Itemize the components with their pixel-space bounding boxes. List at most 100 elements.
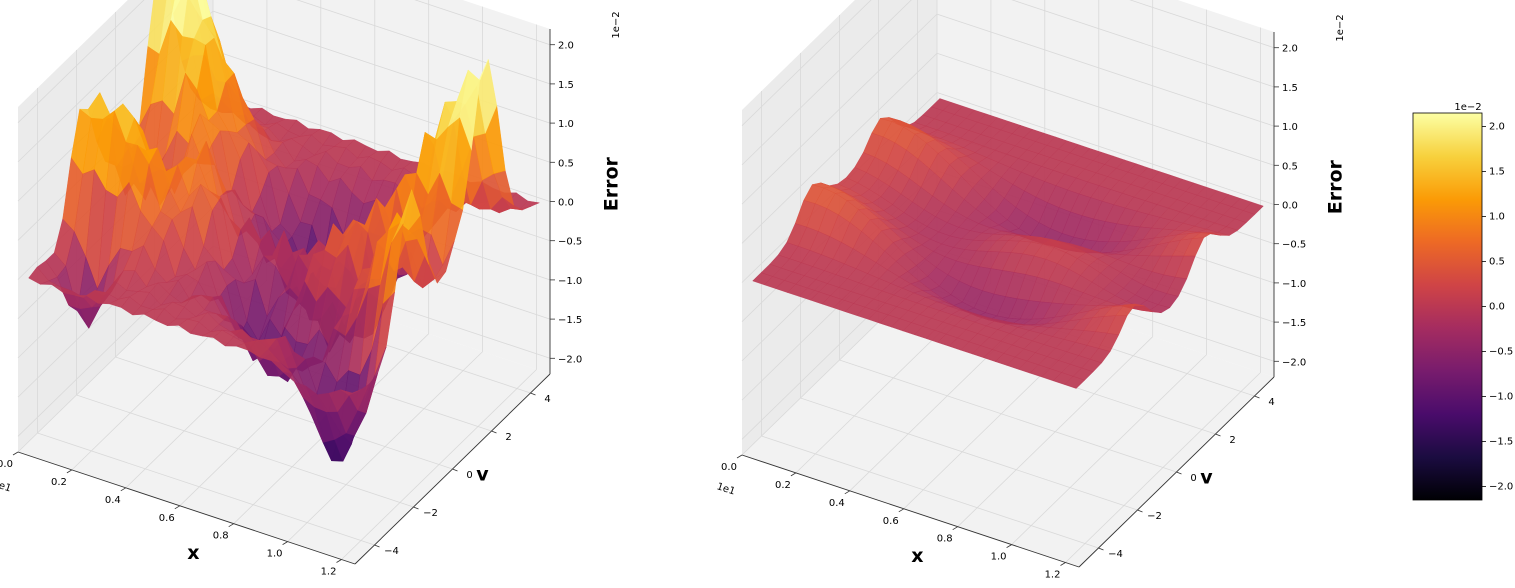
x-axis-line [17,451,356,565]
right-surface-plot: 0.0 0.2 0.4 0.6 0.8 1.0 1.2 −4 −2 0 2 4 2.0 1.5 1.0 0.5… [715,0,1347,581]
v-tick-label: 4 [544,394,550,405]
surface-patch [340,389,361,396]
error-surface [752,98,1264,389]
x-tick [736,454,743,459]
x-tick-label: 0.0 [721,462,737,473]
x-tick [120,487,127,492]
surface-patch [1064,376,1086,389]
x-axis-line [741,454,1080,568]
z-tick-label: 0.0 [1282,201,1298,212]
x-offset-text: 1e1 [0,478,13,494]
z-tick-label: 0.5 [1282,161,1298,172]
x-tick [952,526,958,531]
colorbar-tick-label: −2.0 [1489,482,1513,493]
x-tick-label: 0.8 [937,534,953,545]
x-tick-label: 0.0 [0,459,13,470]
x-tick [12,451,19,456]
grid-line [1129,0,1275,49]
colorbar: 2.0 1.5 1.0 0.5 0.0 −0.5 −1.0 −1.5 −2.0 1e−2 [1412,102,1513,501]
x-tick-label: 0.2 [775,480,791,491]
z-tick-label: −2.0 [1282,357,1306,368]
grid-line [1011,0,1275,88]
x-tick-label: 0.6 [159,513,175,524]
x-tick [844,490,851,495]
x-tick [336,559,342,563]
colorbar-tick-label: 1.5 [1489,167,1505,178]
v-tick-label: 2 [505,432,511,443]
v-tick [491,430,497,434]
z-tick-label: −0.5 [1282,240,1306,251]
z-tick-label: −1.5 [1282,318,1306,329]
z-offset-text: 1e−2 [1335,14,1346,41]
x-tick [174,505,181,510]
x-tick [898,508,905,513]
error-surface [28,0,541,462]
left-surface-plot: 0.0 0.2 0.4 0.6 0.8 1.0 1.2 −4 −2 0 2 4 2.0 1.5 1.0 0.5… [0,0,623,578]
colorbar-tick-label: 1.0 [1489,212,1505,223]
v-tick [1254,395,1260,399]
grid-line [296,0,551,85]
grid-line [741,13,938,205]
grid-line [741,53,938,244]
z-offset-text: 1e−2 [611,11,622,38]
x-tick-label: 0.2 [51,477,67,488]
z-tick-label: 1.0 [1282,122,1298,133]
x-tick-label: 0.4 [829,498,845,509]
colorbar-offset-text: 1e−2 [1454,102,1481,113]
x-tick-label: 0.8 [213,531,229,542]
v-tick [1098,547,1104,551]
z-tick-label: −0.5 [558,237,582,248]
x-tick [66,469,73,474]
x-offset-text: 1e1 [715,481,736,497]
z-tick-label: −1.5 [558,315,582,326]
x-tick-label: 1.0 [991,552,1007,563]
colorbar-tick-label: −0.5 [1489,347,1513,358]
z-tick-label: −2.0 [558,354,582,365]
z-axis-label: Error [601,157,623,212]
z-tick-label: 0.0 [558,198,574,209]
v-tick-label: 2 [1229,435,1235,446]
x-axis-label: x [187,542,199,564]
v-tick-label: −2 [423,508,438,519]
grid-line [741,0,872,126]
grid-line [936,13,1275,127]
grid-line [741,0,912,166]
x-tick-label: 0.6 [883,516,899,527]
x-tick-label: 1.2 [321,567,337,578]
v-tick-label: −2 [1147,511,1162,522]
grid-line [936,92,1275,205]
v-axis-label: v [476,464,489,486]
z-tick-label: −1.0 [1282,279,1306,290]
x-tick-label: 1.0 [267,549,283,560]
v-tick-label: 0 [1190,473,1196,484]
x-tick [228,523,234,528]
z-tick-label: 1.0 [558,119,574,130]
colorbar-tick-label: 0.5 [1489,257,1505,268]
v-tick-label: 4 [1268,397,1274,408]
grid-line [115,356,453,470]
v-tick [374,544,380,548]
grid-line [76,394,414,508]
x-tick [1006,544,1012,548]
v-tick [530,392,536,396]
z-tick-label: −1.0 [558,276,582,287]
z-tick-label: 1.5 [558,80,574,91]
colorbar-tick-label: 2.0 [1489,122,1505,133]
z-tick-label: 1.5 [1282,83,1298,94]
v-tick [1137,509,1143,513]
grid-line [761,435,1099,549]
colorbar-tick-label: 0.0 [1489,302,1505,313]
v-tick-label: 0 [466,470,472,481]
z-tick-label: 0.5 [558,158,574,169]
v-axis-label: v [1200,467,1213,489]
colorbar-tick-label: −1.5 [1489,437,1513,448]
z-tick-label: 2.0 [1282,44,1298,55]
grid-line [17,0,145,123]
grid-line [414,0,551,46]
grid-line [37,432,375,546]
v-tick-label: −4 [384,546,399,557]
z-axis-label: Error [1325,160,1347,215]
grid-line [839,359,1177,473]
z-tick-label: 2.0 [558,41,574,52]
